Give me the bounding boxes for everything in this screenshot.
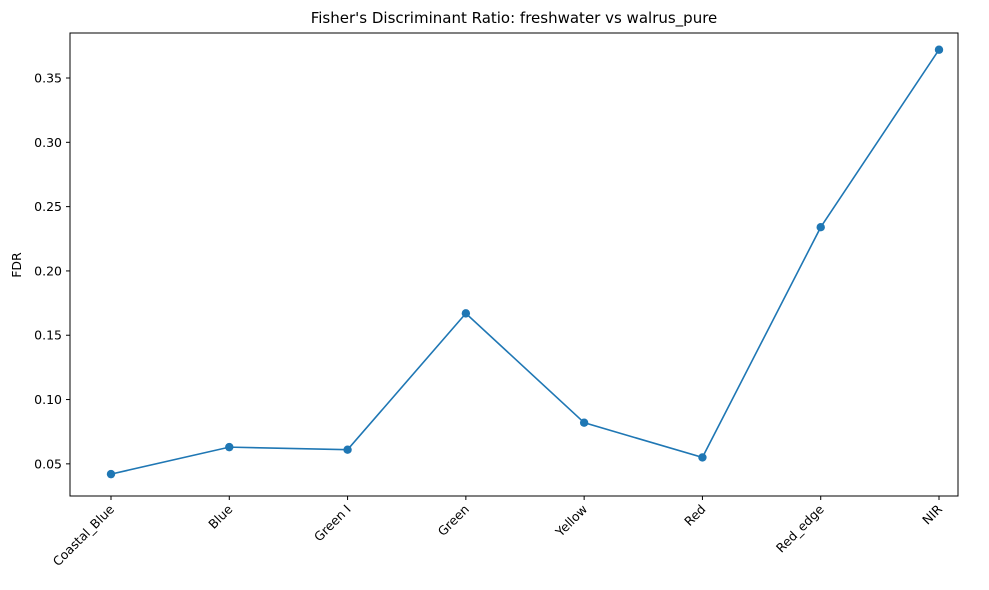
y-tick-label: 0.35 (34, 71, 62, 86)
x-tick-label: Blue (205, 501, 235, 531)
x-tick-label: NIR (919, 501, 945, 527)
data-point-blue (225, 442, 234, 452)
x-tick-label: Green (435, 502, 472, 539)
x-tick-label: Red_edge (773, 501, 827, 555)
data-point-green-i (343, 445, 352, 454)
x-axis: Coastal_Blue Blue Green I Green Yellow Red Red… (50, 496, 945, 569)
y-tick-label: 0.05 (34, 456, 62, 471)
series-fdr (106, 45, 944, 479)
x-tick-label: Coastal_Blue (50, 501, 118, 569)
y-axis-label: FDR (9, 252, 24, 278)
plot-area-frame (69, 32, 959, 497)
y-axis: 0.05 0.10 0.15 0.20 0.25 0.30 0.35 (34, 71, 70, 471)
chart-title: Fisher's Discriminant Ratio: freshwater … (311, 9, 718, 28)
data-point-coastal-blue (106, 469, 116, 479)
data-point-yellow (579, 418, 589, 427)
y-tick-label: 0.20 (34, 263, 62, 278)
x-tick-label: Red (681, 502, 708, 529)
x-tick-label: Yellow (552, 502, 591, 541)
y-tick-label: 0.15 (34, 328, 62, 343)
y-tick-label: 0.30 (34, 135, 62, 150)
y-tick-label: 0.25 (34, 199, 62, 214)
x-tick-label: Green I (311, 502, 354, 545)
data-point-nir (934, 45, 944, 54)
data-point-red-edge (816, 223, 825, 232)
series-line (110, 49, 940, 475)
y-tick-label: 0.10 (34, 392, 62, 407)
data-point-red (698, 453, 707, 462)
data-point-green (461, 309, 471, 318)
